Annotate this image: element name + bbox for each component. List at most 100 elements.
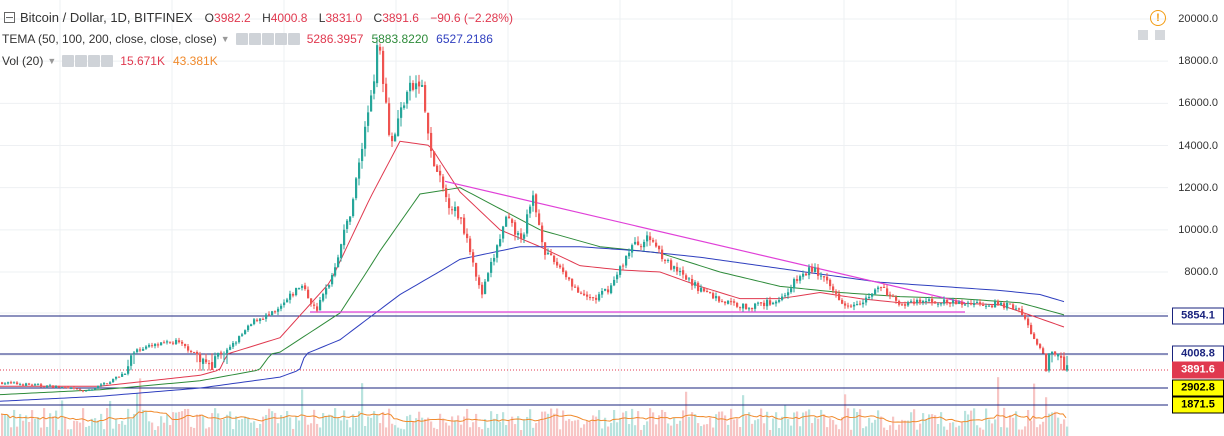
volume-bar — [511, 416, 514, 436]
volume-bar — [187, 408, 190, 436]
candle-body — [34, 384, 37, 386]
volume-bar — [88, 425, 91, 436]
volume-bar — [34, 418, 37, 436]
volume-bar — [1006, 427, 1009, 436]
candle-body — [748, 308, 751, 310]
volume-bar — [121, 420, 124, 436]
candle-body — [970, 303, 973, 305]
volume-bar — [265, 414, 268, 436]
volume-bar — [13, 409, 16, 436]
layout-icon[interactable] — [1155, 30, 1165, 40]
volume-bar — [886, 429, 889, 436]
volume-bar — [445, 422, 448, 436]
candle-body — [712, 293, 715, 299]
tema-label[interactable]: TEMA (50, 100, 200, close, close, close) — [2, 32, 217, 46]
volume-bar — [226, 414, 229, 436]
candle-body — [439, 170, 442, 176]
candle-body — [415, 83, 418, 90]
candle-body — [910, 301, 913, 303]
candle-body — [838, 293, 841, 301]
candle-body — [382, 50, 385, 84]
candle-body — [406, 91, 409, 104]
indicator-buttons[interactable] — [62, 55, 114, 67]
volume-bar — [889, 425, 892, 436]
candle-body — [799, 276, 802, 281]
volume-bar — [496, 413, 499, 436]
candle-body — [1018, 308, 1021, 310]
price-axis[interactable]: 20000.0 18000.0 16000.0 14000.0 12000.0 10000… — [1170, 0, 1224, 436]
candle-body — [475, 262, 478, 277]
candle-body — [49, 385, 52, 387]
volume-bar — [724, 415, 727, 436]
volume-bar — [220, 419, 223, 436]
volume-bar — [1012, 417, 1015, 436]
volume-bar — [574, 420, 577, 436]
candle-body — [1021, 309, 1024, 315]
volume-bar — [7, 414, 10, 436]
candle-body — [514, 222, 517, 235]
volume-bar — [463, 416, 466, 436]
candle-body — [763, 302, 766, 306]
candle-body — [802, 273, 805, 277]
volume-bar — [409, 414, 412, 436]
candle-body — [187, 346, 190, 351]
volume-bar — [337, 418, 340, 436]
volume-bar — [892, 416, 895, 436]
volume-bar — [964, 410, 967, 436]
volume-bar — [154, 429, 157, 436]
candle-body — [43, 386, 46, 388]
candle-body — [223, 353, 226, 355]
volume-bar — [973, 408, 976, 436]
candle-body — [811, 266, 814, 272]
lock-icon[interactable] — [1138, 30, 1148, 40]
candle-body — [874, 289, 877, 295]
volume-bar — [607, 426, 610, 436]
volume-bar — [175, 412, 178, 436]
indicator-buttons[interactable] — [235, 33, 301, 45]
volume-bar — [547, 413, 550, 436]
candle-body — [274, 311, 277, 313]
candle-body — [727, 300, 730, 304]
minus-square-icon[interactable] — [4, 12, 15, 23]
candle-body — [886, 288, 889, 296]
volume-legend: Vol (20) ▼ 15.671K 43.381K — [2, 54, 218, 68]
volume-bar — [142, 409, 145, 436]
vol-label[interactable]: Vol (20) — [2, 54, 44, 68]
volume-bar — [958, 425, 961, 436]
volume-bar — [703, 424, 706, 436]
volume-bar — [715, 414, 718, 436]
candle-body — [532, 195, 535, 206]
candle-body — [265, 314, 268, 319]
volume-bar — [1015, 411, 1018, 436]
volume-bar — [577, 419, 580, 436]
volume-bar — [991, 423, 994, 436]
candle-body — [664, 259, 667, 261]
candle-body — [430, 132, 433, 152]
volume-bar — [19, 413, 22, 436]
volume-bar — [910, 412, 913, 436]
volume-bar — [937, 424, 940, 436]
volume-bar — [343, 410, 346, 436]
volume-bar — [967, 414, 970, 436]
volume-bar — [223, 419, 226, 436]
candle-body — [1024, 314, 1027, 319]
volume-bar — [718, 411, 721, 436]
volume-bar — [346, 419, 349, 436]
low-value: 3831.0 — [325, 10, 363, 25]
volume-bar — [622, 412, 625, 436]
volume-bar — [241, 419, 244, 436]
tema-line — [0, 140, 1065, 387]
volume-bar — [502, 412, 505, 436]
volume-bar — [556, 408, 559, 436]
volume-bar — [865, 426, 868, 436]
symbol-title[interactable]: Bitcoin / Dollar, 1D, BITFINEX — [20, 10, 193, 25]
alert-icon[interactable]: ! — [1150, 10, 1166, 26]
chevron-down-icon[interactable]: ▼ — [47, 56, 57, 66]
eye-icon — [62, 55, 75, 67]
candle-body — [229, 346, 232, 350]
chevron-down-icon[interactable]: ▼ — [220, 34, 230, 44]
tema-line — [0, 187, 1065, 396]
volume-bar — [421, 417, 424, 436]
close-value: 3891.6 — [382, 10, 419, 25]
